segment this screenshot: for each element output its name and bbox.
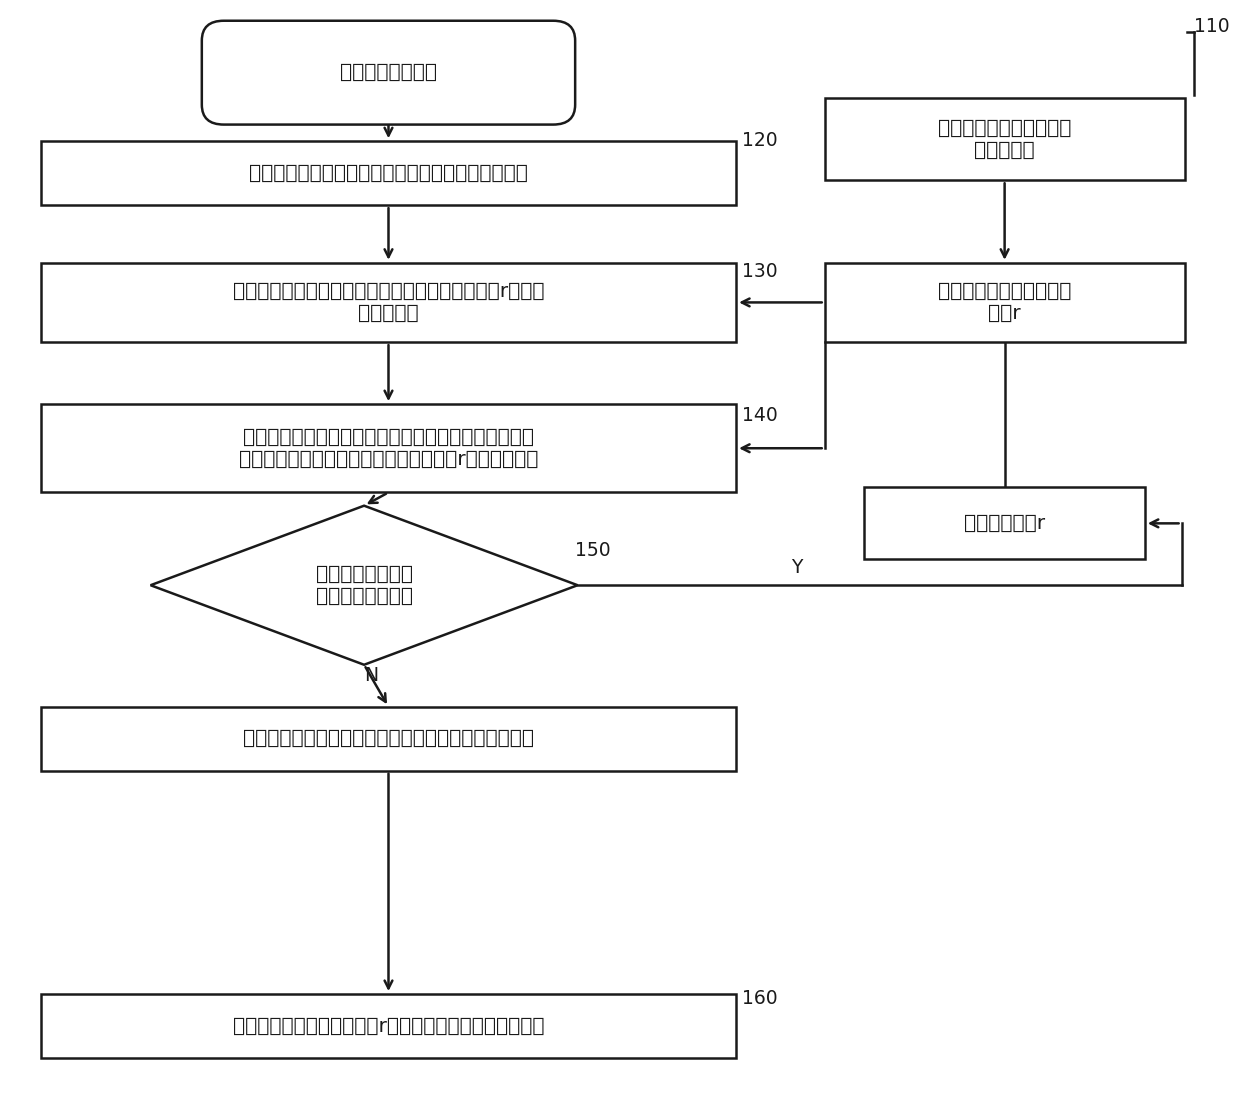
Text: 130: 130 xyxy=(743,262,777,280)
Text: Y: Y xyxy=(791,558,802,577)
FancyBboxPatch shape xyxy=(41,141,737,205)
Text: 140: 140 xyxy=(743,405,777,424)
Text: 160: 160 xyxy=(743,988,777,1008)
Text: 120: 120 xyxy=(743,130,777,149)
FancyBboxPatch shape xyxy=(41,994,737,1058)
Text: 判断训练误差是否
小于给定容忍误差: 判断训练误差是否 小于给定容忍误差 xyxy=(316,564,413,605)
Text: 确定刷新周期与出错概率
的对应关系: 确定刷新周期与出错概率 的对应关系 xyxy=(937,118,1071,159)
Text: 根据上一次注入的错误概率r及对应关系确定数据保持时间: 根据上一次注入的错误概率r及对应关系确定数据保持时间 xyxy=(233,1016,544,1035)
FancyBboxPatch shape xyxy=(41,263,737,342)
Text: 在定点化神经网络模型的每一层中注入以出错概率r为概率
发生的误差: 在定点化神经网络模型的每一层中注入以出错概率r为概率 发生的误差 xyxy=(233,282,544,323)
Text: 将所述原始神经网络模型转化为定点化神经网络模型: 将所述原始神经网络模型转化为定点化神经网络模型 xyxy=(249,164,528,183)
Text: 110: 110 xyxy=(1194,17,1229,36)
Text: 对注入误差后的神经网络模型进行重训练，调整权重，
使重训练得到的神经网络模型对出错概率r具有容错能力: 对注入误差后的神经网络模型进行重训练，调整权重， 使重训练得到的神经网络模型对出… xyxy=(239,427,538,469)
Text: N: N xyxy=(365,667,378,686)
FancyBboxPatch shape xyxy=(825,98,1184,180)
FancyBboxPatch shape xyxy=(864,487,1145,559)
FancyBboxPatch shape xyxy=(202,21,575,125)
FancyBboxPatch shape xyxy=(825,263,1184,342)
Text: 原始神经网络模型: 原始神经网络模型 xyxy=(340,63,436,82)
Text: 150: 150 xyxy=(575,542,611,561)
Polygon shape xyxy=(150,505,578,664)
FancyBboxPatch shape xyxy=(41,404,737,492)
Text: 上一次训练得到的神经网络模型作为目标神经网络模型: 上一次训练得到的神经网络模型作为目标神经网络模型 xyxy=(243,729,534,748)
Text: 增加出错概率r: 增加出错概率r xyxy=(963,514,1045,533)
FancyBboxPatch shape xyxy=(41,707,737,771)
Text: 根据对应关系确定一出错
概率r: 根据对应关系确定一出错 概率r xyxy=(937,282,1071,323)
